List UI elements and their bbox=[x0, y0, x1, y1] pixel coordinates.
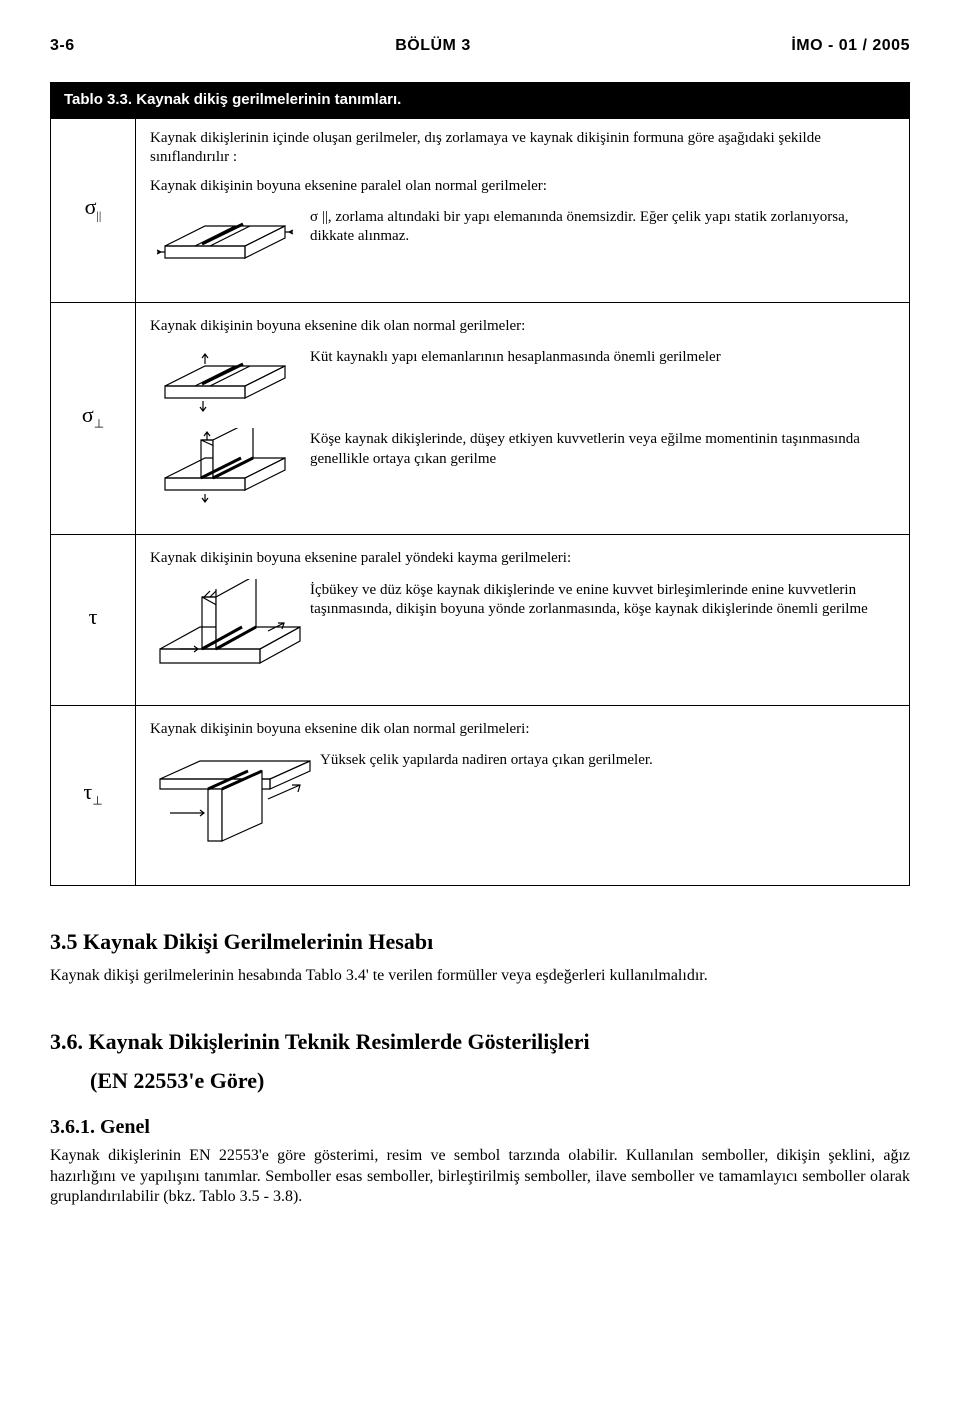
section-3-5-heading: 3.5 Kaynak Dikişi Gerilmelerinin Hesabı bbox=[50, 928, 910, 956]
table-intro: Kaynak dikişlerinin içinde oluşan gerilm… bbox=[150, 129, 895, 167]
weld-diagram-icon bbox=[150, 749, 320, 859]
weld-diagram-icon bbox=[150, 428, 310, 508]
item-text: Yüksek çelik yapılarda nadiren ortaya çı… bbox=[320, 749, 895, 770]
content-cell: Kaynak dikişinin boyuna eksenine dik ola… bbox=[136, 705, 910, 885]
content-cell: Kaynak dikişlerinin içinde oluşan gerilm… bbox=[136, 118, 910, 303]
table-row: τ Kaynak dikişinin boyuna eksenine paral… bbox=[51, 535, 910, 705]
table-title-bar: Tablo 3.3. Kaynak dikiş gerilmelerinin t… bbox=[50, 82, 910, 117]
symbol-cell-tau: τ bbox=[51, 535, 136, 705]
content-cell: Kaynak dikişinin boyuna eksenine dik ola… bbox=[136, 303, 910, 535]
symbol-subscript: || bbox=[97, 208, 102, 222]
header-center: BÖLÜM 3 bbox=[395, 36, 471, 56]
table-row: τ⊥ Kaynak dikişinin boyuna eksenine dik … bbox=[51, 705, 910, 885]
section-3-5-body: Kaynak dikişi gerilmelerinin hesabında T… bbox=[50, 966, 910, 986]
row-heading: Kaynak dikişinin boyuna eksenine paralel… bbox=[150, 549, 895, 568]
item-text: Küt kaynaklı yapı elemanlarının hesaplan… bbox=[310, 346, 895, 367]
row-item: Yüksek çelik yapılarda nadiren ortaya çı… bbox=[150, 749, 895, 859]
symbol: σ bbox=[82, 402, 94, 427]
row-heading: Kaynak dikişinin boyuna eksenine paralel… bbox=[150, 177, 895, 196]
row-item: Köşe kaynak dikişlerinde, düşey etkiyen … bbox=[150, 428, 895, 508]
symbol-subscript: ⊥ bbox=[94, 417, 104, 431]
row-item: Küt kaynaklı yapı elemanlarının hesaplan… bbox=[150, 346, 895, 416]
page-header: 3-6 BÖLÜM 3 İMO - 01 / 2005 bbox=[50, 36, 910, 56]
symbol: σ bbox=[85, 194, 97, 219]
symbol: τ bbox=[83, 779, 92, 804]
symbol: τ bbox=[89, 604, 98, 629]
item-text: İçbükey ve düz köşe kaynak dikişlerinde … bbox=[310, 579, 895, 619]
table-row: σ⊥ Kaynak dikişinin boyuna eksenine dik … bbox=[51, 303, 910, 535]
table-row: σ|| Kaynak dikişlerinin içinde oluşan ge… bbox=[51, 118, 910, 303]
weld-diagram-icon bbox=[150, 206, 310, 276]
symbol-cell-sigma-parallel: σ|| bbox=[51, 118, 136, 303]
section-3-6-heading: 3.6. Kaynak Dikişlerinin Teknik Resimler… bbox=[50, 1028, 910, 1056]
row-item: İçbükey ve düz köşe kaynak dikişlerinde … bbox=[150, 579, 895, 679]
section-3-6-1-body: Kaynak dikişlerinin EN 22553'e göre göst… bbox=[50, 1146, 910, 1207]
stress-table: σ|| Kaynak dikişlerinin içinde oluşan ge… bbox=[50, 118, 910, 886]
symbol-cell-sigma-perp: σ⊥ bbox=[51, 303, 136, 535]
header-left: 3-6 bbox=[50, 36, 75, 56]
section-3-6-subtitle: (EN 22553'e Göre) bbox=[90, 1067, 910, 1095]
row-heading: Kaynak dikişinin boyuna eksenine dik ola… bbox=[150, 720, 895, 739]
section-3-6-1-heading: 3.6.1. Genel bbox=[50, 1115, 910, 1141]
weld-diagram-icon bbox=[150, 579, 310, 679]
row-item: σ ||, zorlama altındaki bir yapı elemanı… bbox=[150, 206, 895, 276]
content-cell: Kaynak dikişinin boyuna eksenine paralel… bbox=[136, 535, 910, 705]
symbol-cell-tau-perp: τ⊥ bbox=[51, 705, 136, 885]
weld-diagram-icon bbox=[150, 346, 310, 416]
item-text: Köşe kaynak dikişlerinde, düşey etkiyen … bbox=[310, 428, 895, 468]
header-right: İMO - 01 / 2005 bbox=[791, 36, 910, 56]
item-text: σ ||, zorlama altındaki bir yapı elemanı… bbox=[310, 206, 895, 246]
symbol-subscript: ⊥ bbox=[92, 793, 102, 807]
row-heading: Kaynak dikişinin boyuna eksenine dik ola… bbox=[150, 317, 895, 336]
